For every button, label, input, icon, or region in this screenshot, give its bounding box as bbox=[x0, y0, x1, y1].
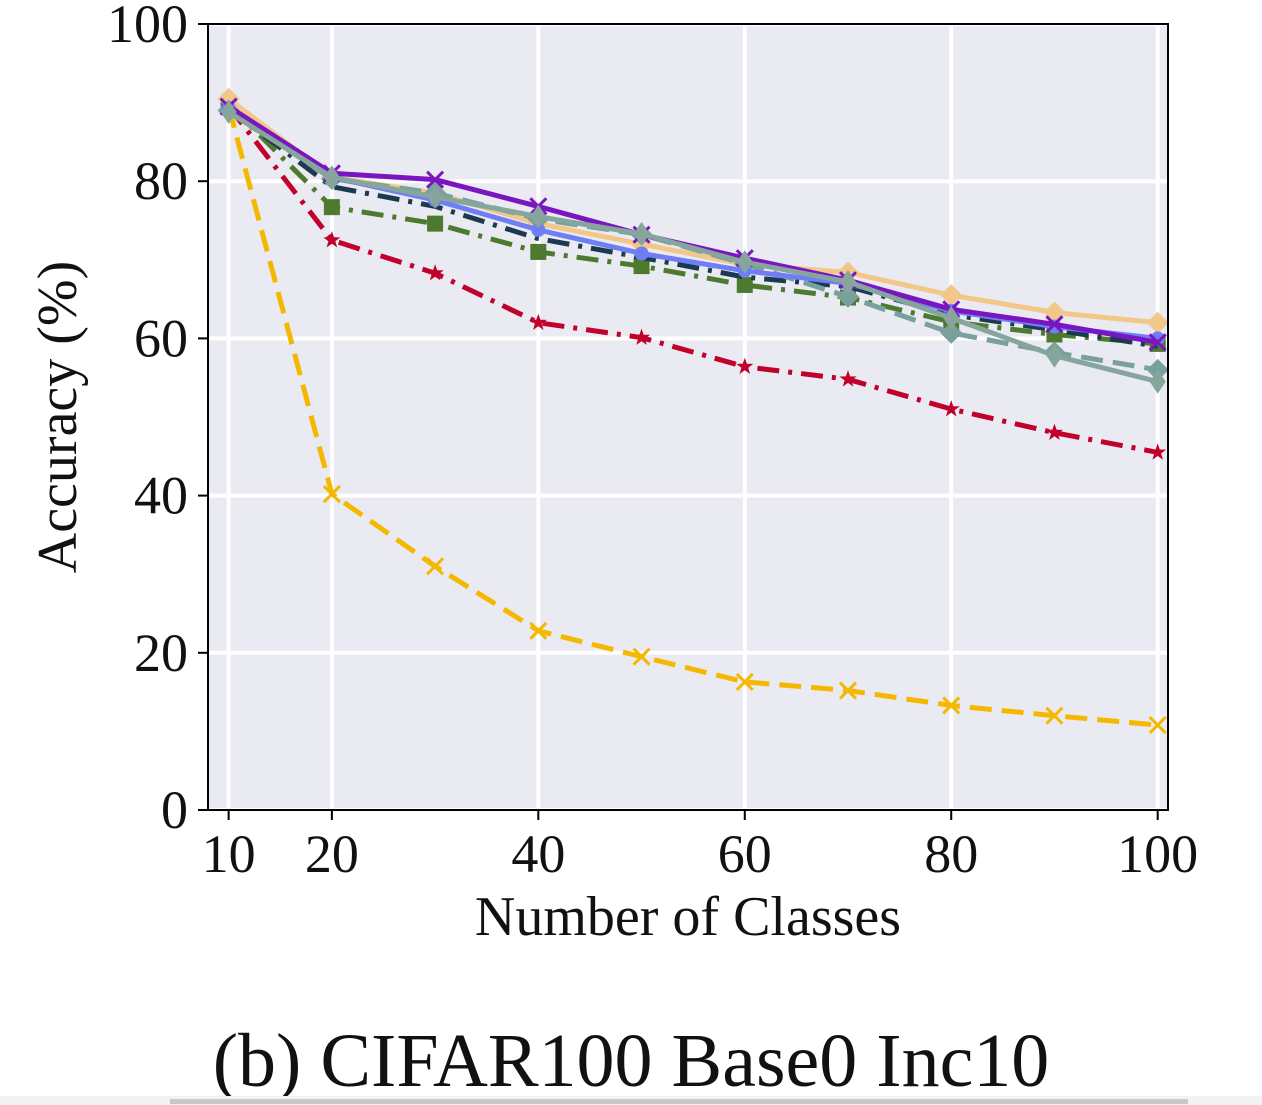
data-point bbox=[632, 647, 651, 666]
data-point bbox=[736, 250, 753, 275]
series-line bbox=[227, 106, 1159, 349]
y-axis-label: Accuracy (%) bbox=[27, 261, 89, 573]
data-point bbox=[1148, 333, 1167, 352]
x-tick-label: 40 bbox=[511, 824, 565, 884]
x-tick-label: 10 bbox=[202, 824, 256, 884]
data-point bbox=[735, 672, 754, 691]
data-point bbox=[1148, 716, 1167, 735]
data-point bbox=[1045, 315, 1064, 334]
ticks: 10 20 40 60 80 100 0 20 40 60 80 100 bbox=[107, 0, 1198, 884]
data-point bbox=[1149, 369, 1166, 394]
series bbox=[220, 97, 1167, 460]
data-point bbox=[940, 321, 963, 344]
data-point bbox=[323, 231, 341, 248]
data-point bbox=[1046, 343, 1063, 368]
data-point bbox=[426, 557, 445, 576]
data-point bbox=[427, 215, 444, 232]
y-tick-label: 80 bbox=[134, 151, 188, 211]
y-tick-label: 20 bbox=[134, 623, 188, 683]
data-point bbox=[322, 484, 341, 504]
x-tick-label: 20 bbox=[305, 824, 359, 884]
data-point bbox=[323, 199, 340, 216]
plot-frame bbox=[207, 23, 1169, 811]
data-point bbox=[633, 221, 650, 246]
data-point bbox=[220, 100, 237, 125]
data-point bbox=[531, 222, 546, 237]
series-layer bbox=[217, 87, 1169, 735]
x-tick-label: 60 bbox=[718, 824, 772, 884]
series-line bbox=[226, 105, 1158, 728]
series bbox=[227, 106, 1159, 349]
y-tick-label: 40 bbox=[134, 466, 188, 526]
y-tick-label: 0 bbox=[161, 780, 188, 840]
series bbox=[220, 100, 1166, 394]
data-point bbox=[426, 170, 445, 189]
series-line bbox=[226, 104, 1159, 455]
data-point bbox=[1149, 443, 1167, 460]
y-tick-label: 60 bbox=[134, 308, 188, 368]
data-point bbox=[1146, 311, 1169, 334]
data-point bbox=[427, 184, 444, 209]
data-point bbox=[942, 400, 960, 417]
data-point bbox=[942, 696, 961, 715]
bottom-scroll-track bbox=[170, 1099, 1188, 1104]
data-point bbox=[323, 165, 340, 190]
data-point bbox=[1045, 423, 1063, 440]
data-point bbox=[426, 264, 444, 281]
x-axis-label: Number of Classes bbox=[475, 886, 901, 948]
data-point bbox=[634, 246, 649, 261]
data-point bbox=[633, 258, 650, 275]
x-tick-label: 80 bbox=[924, 824, 978, 884]
data-point bbox=[736, 276, 753, 293]
plot-area bbox=[208, 24, 1168, 810]
x-tick-label: 100 bbox=[1117, 824, 1198, 884]
data-point bbox=[940, 284, 963, 307]
data-point bbox=[837, 285, 859, 308]
figure-caption: (b) CIFAR100 Base0 Inc10 bbox=[212, 1019, 1050, 1103]
data-point bbox=[839, 370, 857, 387]
data-point bbox=[1045, 706, 1064, 725]
data-point bbox=[530, 204, 547, 229]
data-point bbox=[838, 681, 858, 700]
data-point bbox=[530, 243, 547, 260]
data-point bbox=[736, 357, 754, 374]
series-line bbox=[227, 109, 1159, 385]
data-point bbox=[529, 621, 548, 640]
data-point bbox=[633, 328, 651, 345]
data-point bbox=[840, 269, 856, 294]
data-point bbox=[943, 305, 960, 330]
data-point bbox=[529, 313, 547, 330]
y-tick-label: 100 bbox=[107, 0, 188, 54]
